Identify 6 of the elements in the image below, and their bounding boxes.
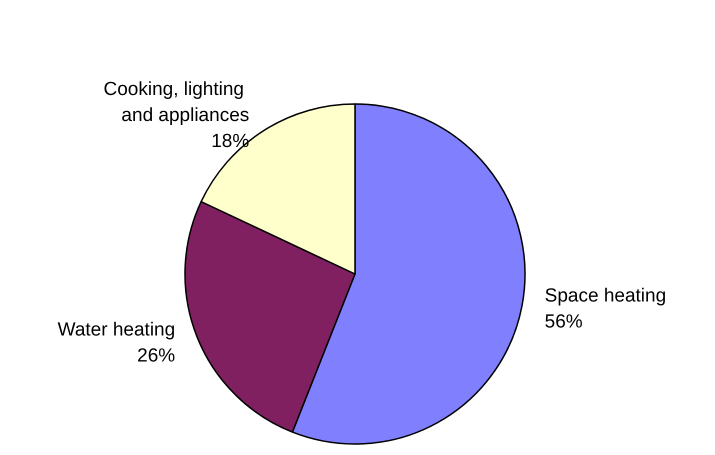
data-label: 56% (544, 312, 583, 333)
slice-label: Cooking, lighting and appliances (104, 78, 250, 126)
data-label: 26% (137, 346, 176, 367)
slice-label: Space heating (544, 286, 666, 307)
slice-label: Water heating (58, 320, 176, 341)
data-label: 18% (211, 130, 250, 152)
